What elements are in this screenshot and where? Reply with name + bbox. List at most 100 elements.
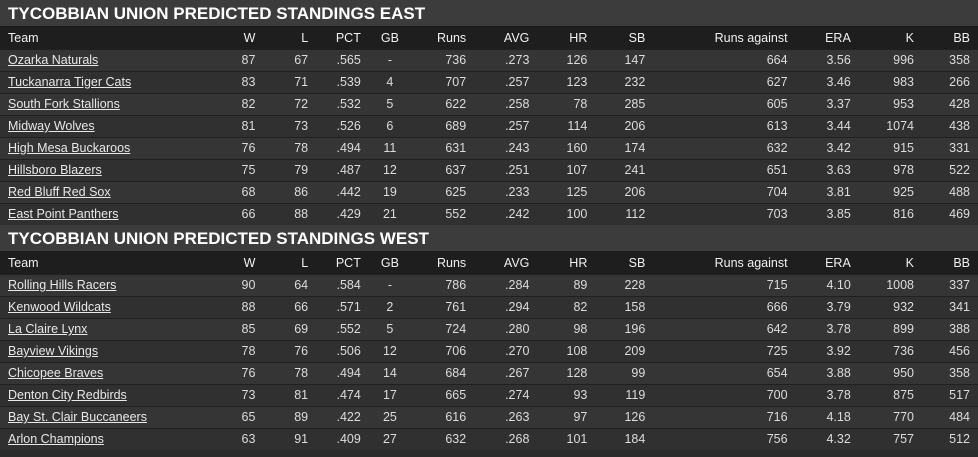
gb-cell: 5 — [386, 322, 394, 336]
hr-cell: 128 — [566, 366, 588, 380]
team-link[interactable]: Midway Wolves — [8, 119, 95, 133]
avg-cell: .257 — [505, 119, 530, 133]
team-link[interactable]: Denton City Redbirds — [8, 388, 127, 402]
table-row: Midway Wolves 81 73 .526 6 689 .257 114 206 613 3.… — [0, 115, 978, 137]
team-link[interactable]: East Point Panthers — [8, 207, 119, 222]
team-cell: Ozarka Naturals — [0, 49, 227, 71]
avg-cell: .273 — [505, 53, 530, 67]
gb-cell: 19 — [382, 185, 397, 199]
standings-table-west: Team W L PCT GB Runs AVG HR SB Runs against ERA K BB… — [0, 252, 978, 450]
hr-cell: 126 — [566, 53, 588, 67]
gb-cell: 2 — [386, 300, 394, 314]
k-cell: 953 — [893, 97, 915, 111]
table-row: Bay St. Clair Buccaneers 65 89 .422 25 616 .26… — [0, 406, 978, 428]
bb-cell: 469 — [949, 207, 970, 222]
pct-cell: .532 — [336, 97, 361, 111]
runs-cell: 684 — [445, 366, 467, 380]
era-cell: 3.42 — [826, 141, 851, 155]
team-cell: Bay St. Clair Buccaneers — [0, 406, 227, 428]
table-row: Chicopee Braves 76 78 .494 14 684 .267 128 99 654… — [0, 362, 978, 384]
team-link[interactable]: South Fork Stallions — [8, 97, 120, 111]
team-link[interactable]: Rolling Hills Racers — [8, 278, 117, 292]
hr-cell: 114 — [567, 119, 588, 133]
table-row: East Point Panthers 66 88 .429 21 552 .242 100 1… — [0, 203, 978, 225]
team-link[interactable]: La Claire Lynx — [8, 322, 88, 336]
team-cell: Midway Wolves — [0, 115, 227, 137]
w-cell: 81 — [241, 119, 256, 133]
era-cell: 3.63 — [826, 163, 851, 177]
hr-cell: 101 — [566, 432, 588, 447]
team-link[interactable]: High Mesa Buckaroos — [8, 141, 131, 155]
team-link[interactable]: Bay St. Clair Buccaneers — [8, 410, 147, 424]
sb-cell: 206 — [624, 119, 646, 133]
runs-against-cell: 756 — [766, 432, 788, 447]
column-header-era: ERA — [825, 30, 851, 45]
w-cell: 88 — [241, 300, 256, 314]
bb-cell: 388 — [949, 322, 970, 336]
team-cell: La Claire Lynx — [0, 318, 227, 340]
sb-cell: 119 — [625, 388, 646, 402]
k-cell: 978 — [893, 163, 915, 177]
sb-cell: 99 — [631, 366, 646, 380]
team-cell: Hillsboro Blazers — [0, 159, 227, 181]
table-row: Red Bluff Red Sox 68 86 .442 19 625 .233 125 206… — [0, 181, 978, 203]
bb-cell: 358 — [949, 53, 970, 67]
team-link[interactable]: Kenwood Wildcats — [8, 300, 111, 314]
l-cell: 69 — [294, 322, 309, 336]
column-header-l: L — [301, 30, 309, 45]
column-header-runs: Runs — [437, 255, 467, 270]
era-cell: 3.37 — [826, 97, 851, 111]
runs-against-cell: 666 — [766, 300, 788, 314]
k-cell: 899 — [893, 322, 915, 336]
column-header-avg: AVG — [503, 30, 530, 45]
column-header-k: K — [905, 30, 915, 45]
team-link[interactable]: Tuckanarra Tiger Cats — [8, 75, 132, 89]
column-header-sb: SB — [628, 255, 646, 270]
avg-cell: .257 — [505, 75, 530, 89]
pct-cell: .565 — [336, 53, 361, 67]
gb-cell: 25 — [382, 410, 397, 424]
w-cell: 65 — [241, 410, 256, 424]
l-cell: 81 — [294, 388, 309, 402]
team-link[interactable]: Chicopee Braves — [8, 366, 104, 380]
column-header-k: K — [905, 255, 915, 270]
gb-cell: 12 — [382, 344, 397, 358]
l-cell: 66 — [294, 300, 309, 314]
k-cell: 996 — [893, 53, 915, 67]
hr-cell: 160 — [566, 141, 588, 155]
era-cell: 3.81 — [826, 185, 851, 199]
pct-cell: .552 — [336, 322, 361, 336]
w-cell: 83 — [241, 75, 256, 89]
l-cell: 79 — [294, 163, 309, 177]
bb-cell: 522 — [949, 163, 970, 177]
pct-cell: .526 — [336, 119, 361, 133]
w-cell: 68 — [241, 185, 256, 199]
column-header-sb: SB — [628, 30, 646, 45]
bb-cell: 266 — [949, 75, 970, 89]
team-link[interactable]: Ozarka Naturals — [8, 53, 99, 67]
team-link[interactable]: Bayview Vikings — [8, 344, 99, 358]
table-row: High Mesa Buckaroos 76 78 .494 11 631 .243 160 1… — [0, 137, 978, 159]
k-cell: 950 — [893, 366, 915, 380]
runs-against-cell: 704 — [766, 185, 788, 199]
table-header-row: Team W L PCT GB Runs AVG HR SB Runs against ERA K BB — [0, 252, 978, 274]
bb-cell: 517 — [949, 388, 970, 402]
runs-cell: 689 — [445, 119, 467, 133]
table-row: Arlon Champions 63 91 .409 27 632 .268 101 184 75… — [0, 428, 978, 450]
w-cell: 76 — [241, 141, 256, 155]
column-header-runs: Runs — [437, 30, 467, 45]
team-link[interactable]: Red Bluff Red Sox — [8, 185, 111, 199]
column-header-gb: GB — [380, 30, 399, 45]
bb-cell: 341 — [949, 300, 970, 314]
l-cell: 88 — [294, 207, 309, 222]
column-header-pct: PCT — [335, 30, 361, 45]
hr-cell: 107 — [566, 163, 588, 177]
section-title-west: TYCOBBIAN UNION PREDICTED STANDINGS WEST — [0, 225, 978, 252]
team-link[interactable]: Hillsboro Blazers — [8, 163, 102, 177]
hr-cell: 100 — [566, 207, 588, 222]
hr-cell: 78 — [573, 97, 588, 111]
runs-cell: 786 — [445, 278, 467, 292]
k-cell: 757 — [893, 432, 915, 447]
team-cell: Kenwood Wildcats — [0, 296, 227, 318]
team-link[interactable]: Arlon Champions — [8, 432, 104, 447]
